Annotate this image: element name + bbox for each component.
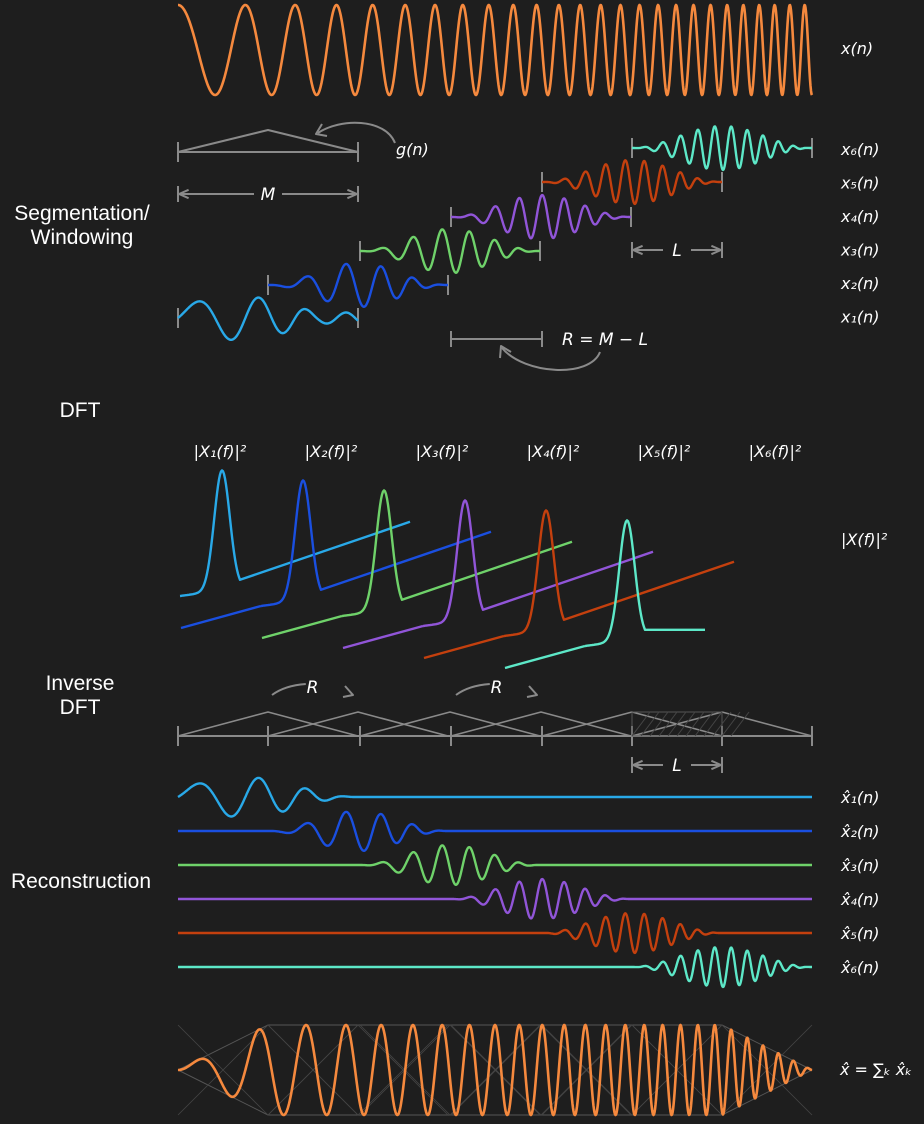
overlap-window-2	[267, 711, 449, 737]
spectrum-2-label: |X₂(f)|²	[305, 442, 358, 461]
overlap-window-1	[177, 711, 359, 737]
recon-5-label: x̂₅(n)	[840, 924, 880, 943]
spectrum-5-floor	[423, 634, 505, 660]
hatch-7	[694, 711, 714, 737]
segment-6-wave	[631, 125, 813, 172]
hop-dimension-inverse-arrow-left	[632, 759, 644, 771]
spectrum-1-label: |X₁(f)|²	[194, 442, 247, 461]
window-pointer-head	[315, 123, 328, 137]
overlap-pointer-arrow	[501, 347, 601, 371]
overlap-window-4	[450, 711, 632, 737]
input-signal-label: x(n)	[840, 39, 873, 58]
output-window-6	[631, 1024, 813, 1116]
segment-5-label: x₅(n)	[840, 174, 880, 193]
segment-4-wave	[450, 193, 632, 240]
hatch-4	[667, 711, 687, 737]
segment-4-label: x₄(n)	[840, 207, 880, 226]
overlap-arc-1	[271, 682, 354, 696]
spectrum-4-curve	[422, 499, 654, 628]
hop-dimension-label: L	[672, 241, 681, 261]
window-label: g(n)	[396, 140, 429, 159]
hatch-5	[676, 711, 696, 737]
section-label-dft: DFT	[59, 399, 101, 422]
spectrum-1-curve	[179, 469, 411, 598]
segment-2-label: x₂(n)	[840, 274, 880, 293]
spectrum-3-curve	[341, 489, 573, 618]
overlap-short-label-1: R	[307, 678, 319, 698]
window-length-dimension-arrow-left	[178, 188, 190, 200]
hatch-3	[658, 711, 678, 737]
section-label-segmentation: Segmentation/Windowing	[14, 202, 150, 249]
hop-dimension-inverse-arrow-right	[710, 759, 722, 771]
recon-3-label: x̂₃(n)	[840, 856, 880, 875]
recon-1-label: x̂₁(n)	[840, 788, 880, 807]
window-pointer-arrow	[317, 121, 396, 144]
overlap-arc-head-1	[342, 685, 354, 698]
segment-6-label: x₆(n)	[840, 140, 880, 159]
recon-3-wave	[177, 844, 813, 886]
guides-layer	[177, 121, 813, 1116]
window-length-dimension-arrow-right	[346, 188, 358, 200]
hatch-10	[721, 711, 741, 737]
spectrum-3-floor	[261, 614, 343, 640]
recon-2-label: x̂₂(n)	[840, 822, 880, 841]
spectrum-total-label: |X(f)|²	[841, 530, 888, 549]
spectrum-6-curve	[584, 519, 705, 648]
output-window-inv-3	[359, 1024, 541, 1116]
hop-dimension-arrow-left	[632, 244, 644, 256]
waves-layer	[177, 3, 814, 1117]
section-label-inverse-dft: Inverse DFT	[45, 672, 115, 719]
overlap-label: R = M − L	[562, 330, 648, 350]
input-signal-wave	[177, 3, 814, 97]
hop-dimension-inverse-label: L	[672, 756, 681, 776]
hatch-11	[730, 711, 750, 737]
recon-2-wave	[177, 810, 813, 852]
recon-1-wave	[177, 776, 813, 818]
segment-3-label: x₃(n)	[840, 241, 880, 260]
output-window-2	[267, 1024, 449, 1116]
window-length-dimension-label: M	[261, 185, 276, 205]
hatch-9	[712, 711, 732, 737]
recon-4-label: x̂₄(n)	[840, 890, 880, 909]
segment-1-wave	[177, 296, 359, 341]
overlap-short-label-2: R	[491, 678, 503, 698]
segment-1-label: x₁(n)	[840, 308, 880, 327]
hatch-1	[640, 711, 660, 737]
overlap-window-3	[359, 711, 541, 737]
output-sum-label: x̂ = ∑ₖ x̂ₖ	[839, 1060, 912, 1079]
spectrum-2-floor	[180, 604, 262, 630]
spectrum-6-label: |X₆(f)|²	[749, 442, 802, 461]
recon-4-wave	[177, 877, 813, 920]
hatch-0	[631, 711, 651, 737]
section-label-reconstruction: Reconstruction	[10, 870, 152, 893]
spectrum-5-curve	[503, 509, 735, 638]
recon-5-wave	[177, 912, 813, 955]
labels-layer: x(n) g(n) Mx₆(n) x₅(n) x₄(n) x₃(n) x₂(n) x₁(n) L…	[194, 39, 912, 1079]
recon-6-label: x̂₆(n)	[840, 958, 880, 977]
spectrum-4-label: |X₄(f)|²	[527, 442, 580, 461]
hatch-8	[703, 711, 723, 737]
recon-6-wave	[177, 946, 813, 989]
overlap-arc-2	[455, 682, 538, 696]
spectrum-5-label: |X₅(f)|²	[638, 442, 691, 461]
overlap-pointer-head	[499, 345, 512, 359]
spectrum-2-curve	[260, 479, 492, 608]
hatch-2	[649, 711, 669, 737]
window-shape	[177, 129, 359, 153]
spectrum-4-floor	[342, 624, 424, 650]
spectrum-3-label: |X₃(f)|²	[416, 442, 469, 461]
segment-3-wave	[359, 228, 541, 274]
segment-2-wave	[267, 262, 449, 308]
segment-5-wave	[541, 159, 723, 206]
hop-dimension-arrow-right	[710, 244, 722, 256]
hatch-6	[685, 711, 705, 737]
overlap-arc-head-2	[526, 685, 538, 698]
spectrum-6-floor	[504, 644, 586, 670]
output-signal-wave	[177, 1023, 813, 1117]
